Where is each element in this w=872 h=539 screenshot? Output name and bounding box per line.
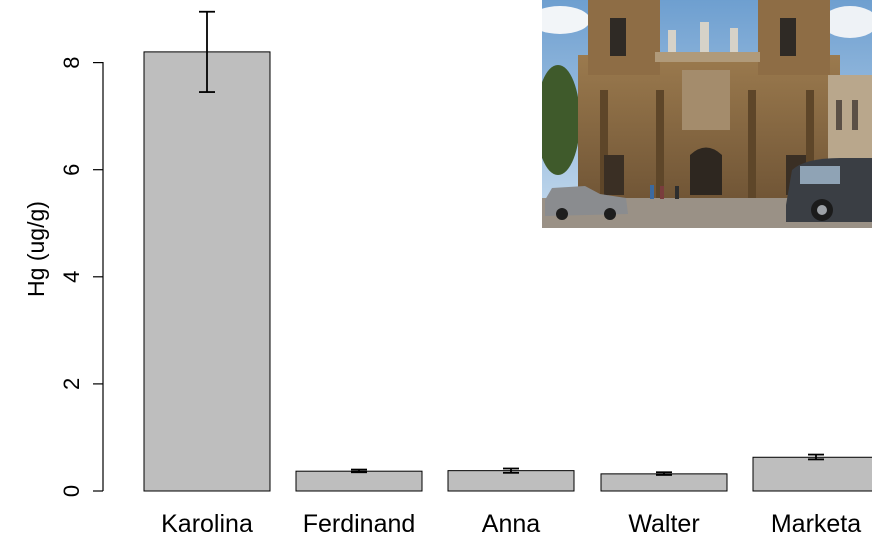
bars-group (143, 51, 872, 492)
x-tick-label: Karolina (161, 510, 253, 538)
bar-marketa (752, 456, 872, 492)
x-labels-group: Karolina Ferdinand Anna Walter Marketa (161, 510, 861, 538)
bar-karolina (143, 51, 271, 492)
x-tick-label: Ferdinand (303, 510, 416, 538)
y-axis: 0 2 4 6 8 (59, 56, 104, 497)
y-tick-label: 4 (59, 271, 84, 283)
bar-anna (447, 470, 575, 492)
x-tick-label: Walter (628, 510, 699, 538)
x-tick-label: Marketa (771, 510, 861, 538)
y-axis-title: Hg (ug/g) (23, 201, 49, 297)
y-tick-label: 2 (59, 378, 84, 390)
error-bar-karolina (199, 10, 215, 93)
y-tick-label: 0 (59, 485, 84, 497)
bar-ferdinand (295, 470, 423, 492)
error-bar-walter (656, 471, 672, 476)
y-tick-label: 6 (59, 164, 84, 176)
error-bar-marketa (808, 453, 824, 461)
bar-walter (600, 473, 728, 492)
x-tick-label: Anna (482, 510, 540, 538)
church-photo (542, 0, 872, 228)
y-tick-label: 8 (59, 56, 84, 68)
error-bar-anna (503, 467, 519, 474)
error-bars-group (199, 10, 824, 476)
error-bar-ferdinand (351, 468, 367, 474)
